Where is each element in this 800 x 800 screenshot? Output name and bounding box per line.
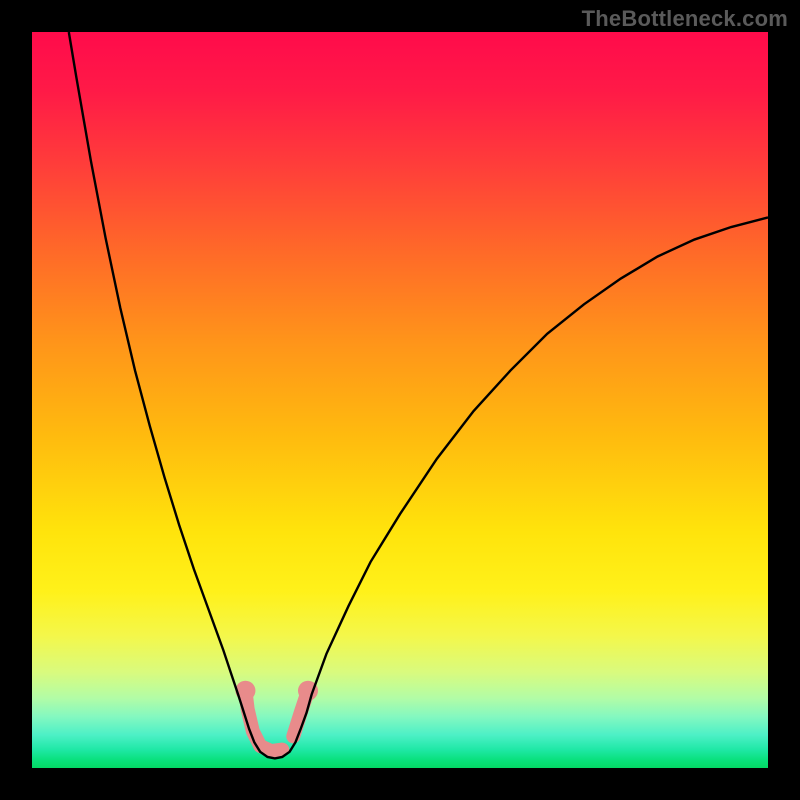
- watermark-text: TheBottleneck.com: [582, 6, 788, 32]
- chart-plot-area: [32, 32, 768, 768]
- trough-marker-a: [245, 691, 282, 751]
- bottleneck-curve: [69, 32, 768, 758]
- chart-curve-layer: [32, 32, 768, 768]
